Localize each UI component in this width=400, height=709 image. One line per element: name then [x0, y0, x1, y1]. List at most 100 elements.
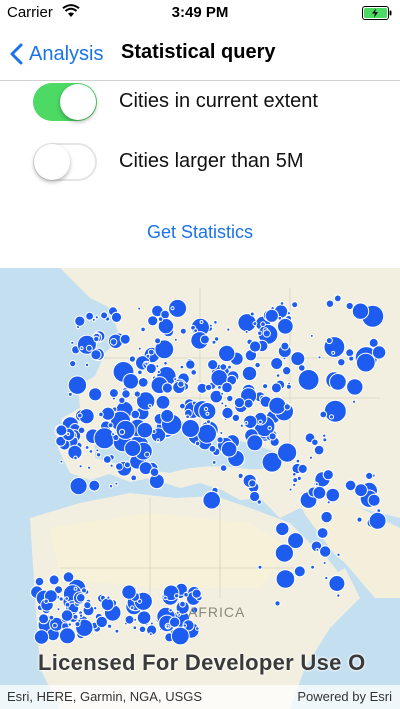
city-marker[interactable]	[344, 479, 357, 492]
city-marker[interactable]	[208, 444, 217, 453]
city-marker[interactable]	[157, 318, 175, 335]
city-marker[interactable]	[93, 335, 100, 343]
city-marker[interactable]	[325, 299, 335, 308]
city-marker[interactable]	[315, 547, 320, 552]
city-marker[interactable]	[270, 357, 284, 370]
city-marker[interactable]	[207, 359, 219, 371]
city-marker[interactable]	[337, 358, 346, 367]
city-marker[interactable]	[279, 301, 285, 306]
city-marker[interactable]	[348, 355, 355, 362]
city-marker[interactable]	[275, 373, 281, 378]
city-marker[interactable]	[137, 377, 149, 388]
city-marker[interactable]	[202, 490, 221, 510]
city-marker[interactable]	[280, 341, 290, 351]
city-marker[interactable]	[254, 361, 261, 369]
city-marker[interactable]	[260, 321, 266, 328]
city-marker[interactable]	[297, 369, 320, 391]
city-marker[interactable]	[286, 311, 291, 316]
city-marker[interactable]	[34, 576, 45, 587]
city-marker[interactable]	[241, 365, 258, 382]
city-marker[interactable]	[313, 444, 325, 456]
city-marker[interactable]	[191, 588, 202, 599]
city-marker[interactable]	[209, 389, 224, 404]
city-marker[interactable]	[136, 421, 154, 439]
city-marker[interactable]	[76, 593, 86, 603]
city-marker[interactable]	[95, 452, 102, 458]
city-marker[interactable]	[144, 361, 149, 366]
city-marker[interactable]	[156, 369, 161, 375]
city-marker[interactable]	[91, 317, 96, 322]
city-marker[interactable]	[292, 482, 297, 487]
city-marker[interactable]	[274, 600, 281, 607]
city-marker[interactable]	[115, 462, 124, 471]
city-marker[interactable]	[156, 438, 161, 443]
city-marker[interactable]	[218, 344, 236, 363]
city-marker[interactable]	[38, 613, 50, 625]
city-marker[interactable]	[69, 360, 77, 368]
city-marker[interactable]	[320, 510, 333, 524]
city-marker[interactable]	[182, 623, 188, 628]
city-marker[interactable]	[58, 627, 76, 645]
city-marker[interactable]	[58, 596, 64, 602]
city-marker[interactable]	[157, 316, 164, 322]
city-marker[interactable]	[140, 326, 146, 333]
city-marker[interactable]	[333, 294, 342, 303]
city-marker[interactable]	[288, 487, 293, 492]
city-marker[interactable]	[67, 391, 73, 397]
city-marker[interactable]	[179, 327, 187, 335]
city-marker[interactable]	[54, 585, 63, 595]
city-marker[interactable]	[137, 306, 142, 311]
city-marker[interactable]	[133, 390, 141, 398]
city-marker[interactable]	[118, 396, 126, 405]
city-marker[interactable]	[185, 359, 196, 370]
city-marker[interactable]	[173, 377, 178, 382]
city-marker[interactable]	[76, 412, 83, 419]
city-marker[interactable]	[161, 382, 173, 394]
city-marker[interactable]	[262, 329, 271, 338]
city-marker[interactable]	[122, 373, 140, 390]
city-marker[interactable]	[314, 482, 319, 487]
city-marker[interactable]	[114, 481, 119, 486]
city-marker[interactable]	[121, 389, 131, 399]
city-marker[interactable]	[77, 426, 86, 435]
city-marker[interactable]	[78, 613, 84, 618]
city-marker[interactable]	[205, 411, 210, 416]
city-marker[interactable]	[221, 381, 233, 394]
city-marker[interactable]	[185, 414, 190, 419]
city-marker[interactable]	[319, 410, 328, 419]
city-marker[interactable]	[282, 366, 292, 376]
city-marker[interactable]	[170, 626, 190, 646]
city-marker[interactable]	[147, 403, 152, 408]
city-marker[interactable]	[170, 306, 175, 311]
city-marker[interactable]	[85, 311, 94, 321]
city-marker[interactable]	[177, 380, 185, 388]
city-marker[interactable]	[74, 315, 86, 327]
city-marker[interactable]	[244, 330, 249, 334]
city-marker[interactable]	[243, 398, 254, 409]
city-marker[interactable]	[258, 419, 263, 425]
city-marker[interactable]	[208, 323, 213, 328]
city-marker[interactable]	[119, 333, 131, 345]
city-marker[interactable]	[52, 622, 58, 629]
city-marker[interactable]	[165, 624, 170, 629]
city-marker[interactable]	[329, 373, 347, 391]
city-marker[interactable]	[144, 451, 151, 458]
city-marker[interactable]	[308, 455, 313, 460]
city-marker[interactable]	[149, 621, 154, 626]
city-marker[interactable]	[132, 625, 138, 631]
city-marker[interactable]	[78, 464, 83, 469]
city-marker[interactable]	[107, 422, 114, 429]
city-marker[interactable]	[331, 350, 336, 355]
city-marker[interactable]	[111, 432, 115, 437]
city-marker[interactable]	[129, 605, 135, 611]
city-marker[interactable]	[298, 364, 306, 372]
city-marker[interactable]	[248, 479, 257, 488]
city-marker[interactable]	[345, 301, 354, 311]
city-marker[interactable]	[107, 623, 113, 629]
city-marker[interactable]	[368, 511, 387, 530]
city-marker[interactable]	[356, 516, 363, 523]
city-marker[interactable]	[199, 334, 210, 345]
city-marker[interactable]	[267, 425, 273, 431]
get-statistics-button[interactable]: Get Statistics	[146, 222, 254, 242]
city-marker[interactable]	[211, 339, 217, 345]
